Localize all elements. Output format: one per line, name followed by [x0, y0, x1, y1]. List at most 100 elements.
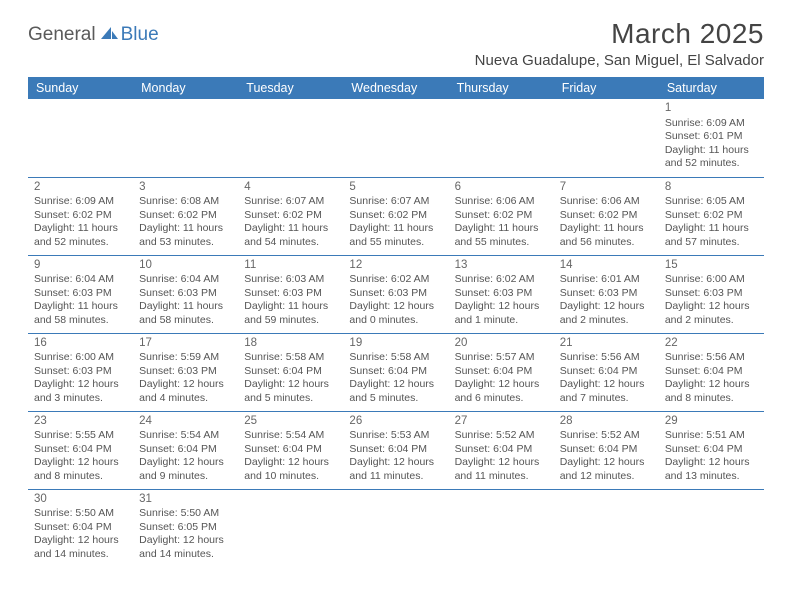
cell-daylight1: Daylight: 12 hours	[455, 456, 548, 469]
calendar-day-cell	[133, 99, 238, 177]
page-header: General Blue March 2025 Nueva Guadalupe,…	[28, 18, 764, 69]
day-number: 30	[34, 492, 127, 507]
cell-sunrise: Sunrise: 6:06 AM	[560, 195, 653, 208]
cell-daylight2: and 8 minutes.	[34, 470, 127, 483]
cell-daylight2: and 0 minutes.	[349, 314, 442, 327]
cell-daylight2: and 1 minute.	[455, 314, 548, 327]
cell-sunset: Sunset: 6:04 PM	[665, 365, 758, 378]
weekday-header: Monday	[133, 77, 238, 99]
cell-daylight2: and 12 minutes.	[560, 470, 653, 483]
day-number: 5	[349, 180, 442, 195]
calendar-day-cell: 19Sunrise: 5:58 AMSunset: 6:04 PMDayligh…	[343, 333, 448, 411]
cell-sunrise: Sunrise: 5:59 AM	[139, 351, 232, 364]
day-number: 23	[34, 414, 127, 429]
cell-sunrise: Sunrise: 5:51 AM	[665, 429, 758, 442]
cell-sunset: Sunset: 6:03 PM	[139, 287, 232, 300]
calendar-day-cell: 5Sunrise: 6:07 AMSunset: 6:02 PMDaylight…	[343, 177, 448, 255]
day-number: 25	[244, 414, 337, 429]
cell-daylight1: Daylight: 11 hours	[139, 300, 232, 313]
day-number: 28	[560, 414, 653, 429]
day-number: 21	[560, 336, 653, 351]
cell-sunset: Sunset: 6:01 PM	[665, 130, 758, 143]
cell-daylight2: and 59 minutes.	[244, 314, 337, 327]
cell-daylight1: Daylight: 11 hours	[244, 222, 337, 235]
cell-sunset: Sunset: 6:04 PM	[455, 365, 548, 378]
day-number: 31	[139, 492, 232, 507]
cell-daylight2: and 55 minutes.	[455, 236, 548, 249]
cell-daylight2: and 8 minutes.	[665, 392, 758, 405]
calendar-day-cell	[343, 99, 448, 177]
cell-daylight1: Daylight: 12 hours	[349, 300, 442, 313]
calendar-day-cell	[238, 489, 343, 567]
cell-daylight1: Daylight: 11 hours	[455, 222, 548, 235]
cell-sunrise: Sunrise: 6:08 AM	[139, 195, 232, 208]
calendar-week-row: 30Sunrise: 5:50 AMSunset: 6:04 PMDayligh…	[28, 489, 764, 567]
cell-daylight1: Daylight: 11 hours	[349, 222, 442, 235]
cell-sunrise: Sunrise: 5:55 AM	[34, 429, 127, 442]
cell-sunset: Sunset: 6:03 PM	[139, 365, 232, 378]
calendar-day-cell: 21Sunrise: 5:56 AMSunset: 6:04 PMDayligh…	[554, 333, 659, 411]
month-title: March 2025	[475, 18, 764, 50]
day-number: 12	[349, 258, 442, 273]
cell-daylight2: and 55 minutes.	[349, 236, 442, 249]
day-number: 10	[139, 258, 232, 273]
calendar-day-cell: 6Sunrise: 6:06 AMSunset: 6:02 PMDaylight…	[449, 177, 554, 255]
cell-sunset: Sunset: 6:04 PM	[244, 443, 337, 456]
cell-daylight1: Daylight: 12 hours	[560, 300, 653, 313]
cell-daylight2: and 2 minutes.	[560, 314, 653, 327]
cell-sunset: Sunset: 6:02 PM	[349, 209, 442, 222]
cell-daylight2: and 53 minutes.	[139, 236, 232, 249]
cell-sunrise: Sunrise: 6:05 AM	[665, 195, 758, 208]
calendar-day-cell: 16Sunrise: 6:00 AMSunset: 6:03 PMDayligh…	[28, 333, 133, 411]
calendar-day-cell	[449, 489, 554, 567]
day-number: 4	[244, 180, 337, 195]
cell-sunset: Sunset: 6:02 PM	[455, 209, 548, 222]
calendar-day-cell: 1Sunrise: 6:09 AMSunset: 6:01 PMDaylight…	[659, 99, 764, 177]
weekday-header: Wednesday	[343, 77, 448, 99]
brand-part2: Blue	[121, 24, 159, 46]
calendar-day-cell: 9Sunrise: 6:04 AMSunset: 6:03 PMDaylight…	[28, 255, 133, 333]
cell-sunset: Sunset: 6:04 PM	[139, 443, 232, 456]
calendar-day-cell: 12Sunrise: 6:02 AMSunset: 6:03 PMDayligh…	[343, 255, 448, 333]
day-number: 7	[560, 180, 653, 195]
cell-daylight1: Daylight: 12 hours	[139, 378, 232, 391]
calendar-day-cell: 29Sunrise: 5:51 AMSunset: 6:04 PMDayligh…	[659, 411, 764, 489]
cell-daylight2: and 7 minutes.	[560, 392, 653, 405]
cell-sunrise: Sunrise: 5:52 AM	[560, 429, 653, 442]
cell-daylight1: Daylight: 12 hours	[665, 300, 758, 313]
calendar-day-cell: 3Sunrise: 6:08 AMSunset: 6:02 PMDaylight…	[133, 177, 238, 255]
cell-daylight1: Daylight: 12 hours	[665, 378, 758, 391]
cell-daylight1: Daylight: 12 hours	[455, 300, 548, 313]
cell-sunset: Sunset: 6:03 PM	[34, 365, 127, 378]
cell-sunset: Sunset: 6:02 PM	[34, 209, 127, 222]
cell-daylight1: Daylight: 11 hours	[139, 222, 232, 235]
cell-sunset: Sunset: 6:03 PM	[665, 287, 758, 300]
cell-sunset: Sunset: 6:05 PM	[139, 521, 232, 534]
cell-sunset: Sunset: 6:03 PM	[244, 287, 337, 300]
calendar-week-row: 23Sunrise: 5:55 AM Sunset: 6:04 PM Dayligh…	[28, 411, 764, 489]
calendar-day-cell: 20Sunrise: 5:57 AMSunset: 6:04 PMDayligh…	[449, 333, 554, 411]
day-number: 17	[139, 336, 232, 351]
cell-sunrise: Sunrise: 5:54 AM	[139, 429, 232, 442]
day-number: 13	[455, 258, 548, 273]
cell-daylight2: and 14 minutes.	[139, 548, 232, 561]
calendar-day-cell	[554, 99, 659, 177]
cell-sunrise: Sunrise: 6:04 AM	[139, 273, 232, 286]
cell-daylight1: Daylight: 12 hours	[455, 378, 548, 391]
cell-daylight1: Daylight: 12 hours	[560, 378, 653, 391]
cell-daylight2: and 54 minutes.	[244, 236, 337, 249]
cell-daylight2: and 5 minutes.	[349, 392, 442, 405]
cell-daylight2: and 52 minutes.	[34, 236, 127, 249]
weekday-header: Thursday	[449, 77, 554, 99]
weekday-header: Friday	[554, 77, 659, 99]
calendar-day-cell: 30Sunrise: 5:50 AMSunset: 6:04 PMDayligh…	[28, 489, 133, 567]
weekday-header: Sunday	[28, 77, 133, 99]
weekday-header: Tuesday	[238, 77, 343, 99]
calendar-day-cell: 25Sunrise: 5:54 AMSunset: 6:04 PMDayligh…	[238, 411, 343, 489]
cell-daylight2: and 2 minutes.	[665, 314, 758, 327]
calendar-thead: Sunday Monday Tuesday Wednesday Thursday…	[28, 77, 764, 99]
brand-logo: General Blue	[28, 24, 159, 46]
day-number: 6	[455, 180, 548, 195]
cell-sunrise: Sunrise: 5:58 AM	[349, 351, 442, 364]
cell-daylight1: Daylight: 11 hours	[34, 222, 127, 235]
